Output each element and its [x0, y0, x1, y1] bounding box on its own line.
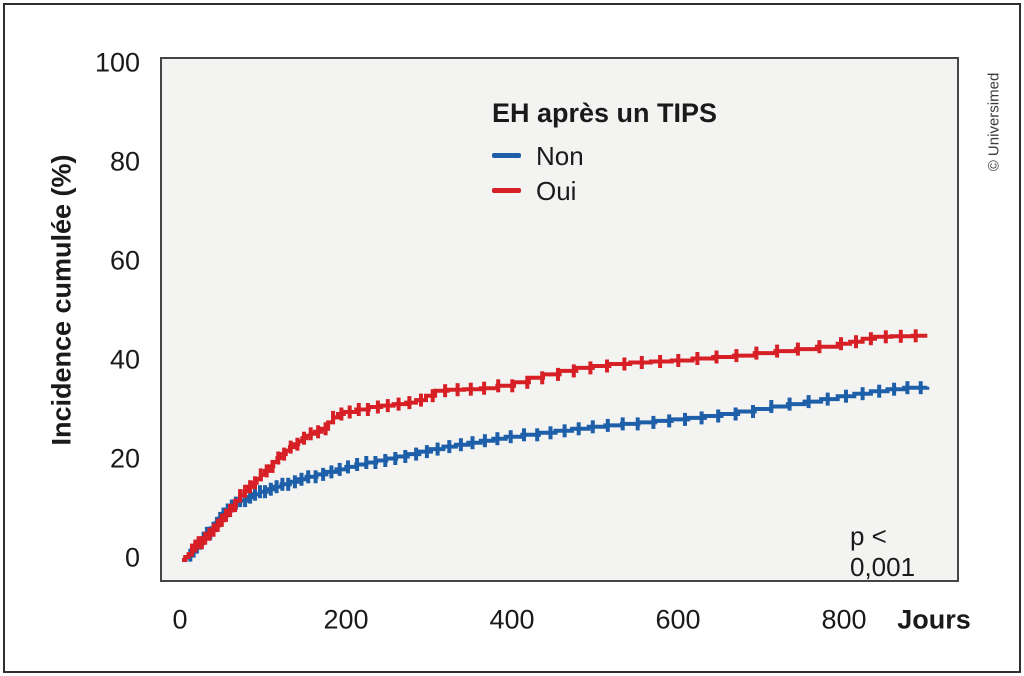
plot-area: EH après un TIPS Non Oui	[160, 57, 959, 582]
x-tick-label: 600	[655, 604, 701, 635]
x-tick-label: 200	[323, 604, 369, 635]
y-tick-label: 100	[94, 47, 140, 78]
legend-title: EH après un TIPS	[492, 98, 718, 128]
legend: EH après un TIPS Non Oui	[492, 98, 717, 208]
y-tick-label: 40	[109, 344, 140, 375]
credit-watermark: © Universimed	[985, 72, 1003, 172]
p-value-annotation: p < 0,001	[850, 521, 916, 582]
legend-label: Oui	[536, 175, 577, 206]
y-tick-label: 60	[109, 245, 140, 276]
x-tick-label: 800	[821, 604, 867, 635]
legend-item-non: Non	[492, 138, 717, 173]
curve-non	[182, 385, 930, 562]
legend-label: Non	[536, 140, 584, 171]
legend-item-oui: Oui	[492, 173, 717, 208]
y-axis-title: Incidence cumulée (%)	[46, 154, 77, 446]
x-tick-label: 400	[489, 604, 535, 635]
x-axis-title: Jours	[897, 604, 971, 635]
y-tick-label: 0	[124, 542, 140, 573]
y-tick-label: 20	[109, 443, 140, 474]
x-tick-label: 0	[172, 604, 188, 635]
y-tick-label: 80	[109, 146, 140, 177]
plot-svg	[182, 329, 930, 562]
legend-swatch	[492, 153, 521, 158]
curve-oui	[182, 333, 928, 562]
legend-swatch	[492, 188, 521, 193]
